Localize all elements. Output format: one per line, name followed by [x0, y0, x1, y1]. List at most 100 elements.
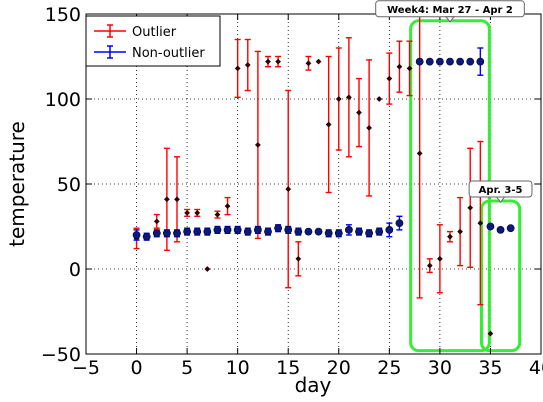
- data-point-outlier: [153, 218, 160, 225]
- y-tick-label: 100: [45, 89, 81, 111]
- data-point-outlier: [447, 233, 453, 240]
- data-point-outlier: [163, 196, 170, 203]
- data-point-outlier: [416, 150, 423, 157]
- data-point-non-outlier: [476, 57, 485, 66]
- data-point-outlier: [366, 124, 373, 131]
- data-point-non-outlier: [486, 222, 495, 231]
- data-point-non-outlier: [334, 229, 343, 238]
- data-point-non-outlier: [446, 57, 454, 66]
- x-tick-label: 10: [226, 357, 250, 379]
- data-point-outlier: [285, 186, 292, 193]
- data-point-outlier: [457, 228, 464, 235]
- data-point-outlier: [376, 96, 383, 102]
- y-tick-label: 150: [45, 4, 81, 26]
- data-point-non-outlier: [132, 231, 141, 239]
- y-tick-label: 0: [69, 259, 81, 281]
- x-tick-label: 0: [131, 357, 143, 379]
- data-point-non-outlier: [193, 227, 202, 236]
- data-point-non-outlier: [456, 57, 465, 66]
- data-point-outlier: [305, 60, 312, 67]
- data-point-non-outlier: [395, 219, 404, 227]
- legend: Outlier Non-outlier: [85, 15, 221, 67]
- data-point-non-outlier: [355, 227, 363, 236]
- data-point-non-outlier: [304, 227, 313, 236]
- data-point-non-outlier: [173, 229, 181, 238]
- annotation-callouts: Week4: Mar 27 - Apr 2 Apr. 3-5: [375, 0, 533, 203]
- data-point-non-outlier: [213, 225, 222, 234]
- callout-pointer-2: [495, 196, 506, 203]
- data-point-non-outlier: [183, 227, 192, 236]
- data-point-outlier: [244, 62, 251, 68]
- y-tick-label: 50: [57, 174, 81, 196]
- data-point-non-outlier: [294, 227, 303, 236]
- data-point-non-outlier: [142, 232, 151, 241]
- x-tick-label: 20: [327, 357, 351, 379]
- data-point-non-outlier: [233, 225, 242, 234]
- data-point-non-outlier: [203, 227, 212, 236]
- x-tick-label: 35: [478, 357, 502, 379]
- data-series: [132, 8, 515, 337]
- data-point-outlier: [467, 204, 474, 211]
- data-point-outlier: [234, 65, 241, 72]
- data-point-outlier: [275, 58, 282, 65]
- data-point-outlier: [224, 203, 231, 210]
- data-point-non-outlier: [375, 227, 384, 236]
- data-point-non-outlier: [365, 229, 374, 238]
- data-point-non-outlier: [243, 227, 252, 236]
- data-point-non-outlier: [506, 224, 515, 233]
- x-tick-label: 25: [377, 357, 401, 379]
- data-point-non-outlier: [324, 229, 333, 238]
- callout-pointer-1: [444, 16, 456, 23]
- x-tick-label: −5: [72, 357, 100, 379]
- data-point-outlier: [194, 209, 201, 216]
- data-point-outlier: [315, 58, 322, 65]
- legend-marker-non-outlier: [94, 45, 126, 59]
- legend-label-non-outlier: Non-outlier: [132, 46, 205, 61]
- data-point-outlier: [254, 141, 261, 148]
- data-point-outlier: [174, 196, 180, 203]
- legend-marker-outlier: [94, 24, 126, 38]
- data-point-outlier: [345, 94, 352, 101]
- x-axis-label: day: [295, 373, 332, 397]
- legend-label-outlier: Outlier: [132, 25, 177, 40]
- data-point-non-outlier: [385, 225, 394, 234]
- data-point-outlier: [396, 63, 403, 70]
- data-point-non-outlier: [496, 225, 505, 234]
- series-non-outlier: [132, 47, 515, 241]
- data-point-non-outlier: [466, 57, 475, 66]
- data-point-outlier: [477, 220, 484, 227]
- data-point-outlier: [295, 255, 302, 262]
- y-tick-label: −50: [41, 344, 81, 366]
- data-point-outlier: [436, 255, 443, 262]
- x-tick-label: 40: [529, 357, 543, 379]
- data-point-outlier: [335, 96, 342, 102]
- x-tick-label: 5: [181, 357, 193, 379]
- data-point-outlier: [204, 266, 211, 272]
- data-point-outlier: [426, 262, 433, 269]
- data-point-non-outlier: [435, 57, 444, 66]
- y-axis-label: temperature: [5, 121, 29, 247]
- x-tick-label: 15: [276, 357, 300, 379]
- data-point-outlier: [487, 330, 494, 337]
- data-point-non-outlier: [415, 57, 424, 66]
- x-tick-label: 30: [428, 357, 452, 379]
- data-point-non-outlier: [162, 229, 171, 238]
- data-point-outlier: [214, 211, 221, 218]
- data-point-outlier: [356, 109, 362, 116]
- data-point-outlier: [406, 65, 413, 72]
- data-point-non-outlier: [253, 225, 262, 234]
- data-point-non-outlier: [264, 227, 272, 236]
- data-point-non-outlier: [314, 227, 323, 236]
- callout-label-2: Apr. 3-5: [479, 185, 523, 196]
- data-point-non-outlier: [284, 225, 293, 234]
- data-point-non-outlier: [223, 225, 232, 234]
- data-point-non-outlier: [425, 57, 434, 66]
- data-point-outlier: [184, 209, 191, 216]
- data-point-non-outlier: [274, 224, 283, 233]
- callout-label-1: Week4: Mar 27 - Apr 2: [387, 5, 513, 16]
- data-point-non-outlier: [344, 225, 353, 234]
- data-point-outlier: [325, 121, 332, 128]
- data-point-outlier: [265, 58, 271, 65]
